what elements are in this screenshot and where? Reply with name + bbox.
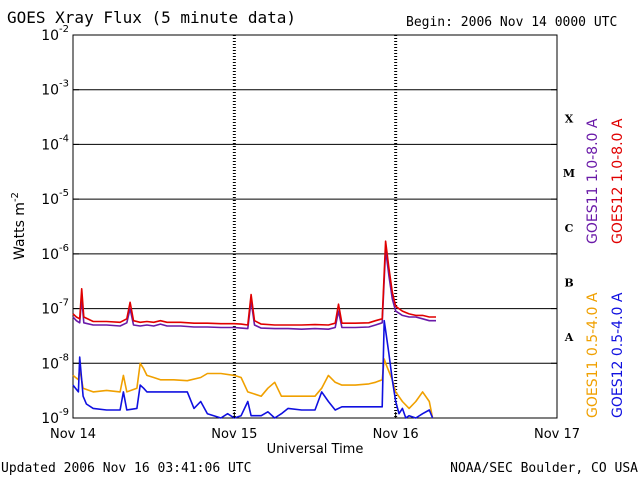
- y-tick-exponent: -9: [59, 407, 69, 418]
- flare-class-label: X: [565, 112, 574, 125]
- flare-class-labels: A B C M X: [563, 112, 575, 344]
- y-tick-base: 10: [41, 137, 59, 153]
- y-tick-base: 10: [41, 356, 59, 372]
- y-tick-label: 10-8: [41, 352, 69, 372]
- y-tick-exponent: -5: [59, 188, 69, 199]
- y-tick-exponent: -4: [59, 133, 69, 144]
- y-tick-base: 10: [41, 302, 59, 318]
- x-tick-label: Nov 17: [534, 427, 580, 442]
- flare-class-label: B: [564, 276, 573, 289]
- legend-entry: GOES12 1.0-8.0 A: [610, 118, 626, 244]
- svg-text:Watts m-2: Watts m-2: [10, 192, 28, 260]
- y-tick-exponent: -6: [59, 243, 69, 254]
- y-tick-exponent: -8: [59, 352, 69, 363]
- series-line: [72, 240, 436, 326]
- flare-class-label: A: [564, 331, 574, 344]
- series-line: [72, 319, 434, 419]
- series-line: [72, 358, 434, 419]
- y-tick-label: 10-3: [41, 79, 69, 99]
- y-tick-exponent: -7: [59, 298, 69, 309]
- begin-time-label: Begin: 2006 Nov 14 0000 UTC: [406, 15, 618, 30]
- data-source: NOAA/SEC Boulder, CO USA: [450, 461, 638, 476]
- y-tick-base: 10: [41, 28, 59, 44]
- y-tick-label: 10-6: [41, 243, 69, 263]
- y-tick-label: 10-2: [41, 24, 69, 44]
- y-tick-exponent: -3: [59, 79, 69, 90]
- y-axis-label: Watts m-2: [10, 192, 28, 260]
- x-axis-label: Universal Time: [266, 442, 364, 457]
- plot-frame: [72, 34, 558, 419]
- legend-entry: GOES11 1.0-8.0 A: [585, 118, 601, 244]
- legend-entry: GOES12 0.5-4.0 A: [610, 292, 626, 418]
- y-tick-base: 10: [41, 192, 59, 208]
- x-axis-ticks: Nov 14 Nov 15 Nov 16 Nov 17: [50, 412, 580, 442]
- x-tick-label: Nov 15: [211, 427, 257, 442]
- flare-class-label: C: [565, 222, 574, 235]
- grid-lines: [73, 89, 557, 364]
- y-tick-base: 10: [41, 411, 59, 427]
- y-tick-base: 10: [41, 83, 59, 99]
- x-tick-label: Nov 14: [50, 427, 96, 442]
- y-tick-exponent: -2: [59, 24, 69, 35]
- flare-class-label: M: [563, 167, 575, 180]
- x-tick-label: Nov 16: [373, 427, 419, 442]
- y-tick-label: 10-9: [41, 407, 69, 427]
- y-tick-label: 10-7: [41, 298, 69, 318]
- y-tick-label: 10-4: [41, 133, 69, 153]
- y-axis-label-exponent: -2: [10, 192, 21, 202]
- chart-title: GOES Xray Flux (5 minute data): [7, 8, 296, 27]
- legend-entry: GOES11 0.5-4.0 A: [585, 292, 601, 418]
- series-layer: [72, 240, 436, 419]
- y-tick-base: 10: [41, 247, 59, 263]
- legend: GOES11 1.0-8.0 A GOES12 1.0-8.0 A GOES11 0…: [585, 118, 626, 418]
- y-axis-ticks: 10-910-810-710-610-510-410-310-2: [41, 24, 557, 427]
- updated-timestamp: Updated 2006 Nov 16 03:41:06 UTC: [1, 461, 252, 476]
- day-tick-marks: [232, 35, 398, 418]
- y-tick-label: 10-5: [41, 188, 69, 208]
- y-axis-label-text: Watts m: [12, 202, 28, 260]
